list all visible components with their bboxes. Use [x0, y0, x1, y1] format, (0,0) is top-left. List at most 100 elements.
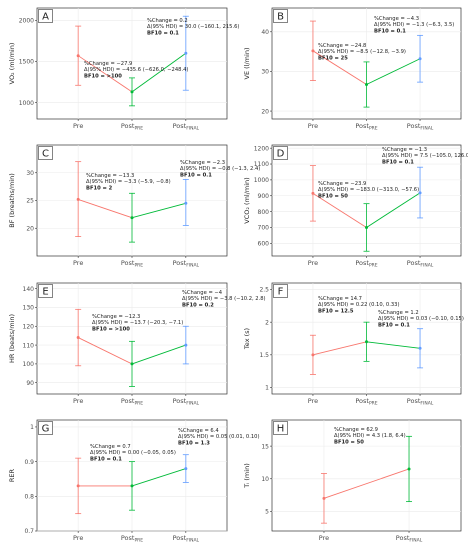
annotation-line: BF10 = 0.1 — [90, 456, 122, 462]
annotation-line: Δ(95% HDI) = −13.7 (−20.3, −7.1) — [92, 320, 183, 326]
annotation-line: BF10 = 0.1 — [374, 28, 406, 34]
annotation-line: Δ(95% HDI) = 0.03 (−0.10, 0.15) — [378, 316, 464, 322]
x-tick-label: PostFINAL — [173, 259, 200, 269]
annotation-line: Δ(95% HDI) = −1.3 (−6.3, 3.5) — [374, 22, 454, 28]
annotation-line: %Change = 1.2 — [378, 310, 419, 316]
y-tick-label: 1000 — [254, 177, 269, 184]
annotation-line: BF10 = 12.5 — [318, 308, 354, 314]
data-point — [311, 49, 315, 53]
x-tick-label: PostFINAL — [173, 122, 200, 132]
data-point — [76, 336, 80, 340]
panel-label: A — [42, 12, 49, 23]
panel-g: 0.7 0.8 0.9 1 Pre PostPRE PostFINAL G RER %Change… — [8, 419, 260, 544]
y-axis-label: VCO₂ (ml/min) — [243, 177, 251, 223]
y-tick-label: 20 — [26, 225, 34, 232]
y-tick-label: 1 — [30, 424, 34, 431]
panel-label-box — [38, 9, 53, 23]
y-tick-label: 2 — [265, 319, 269, 326]
annotation-line: BF10 = 0.1 — [378, 322, 410, 328]
y-axis-label: Tₗ (min) — [243, 463, 251, 488]
x-tick-label: PostFINAL — [407, 397, 434, 407]
annotation-line: %Change = −2.3 — [180, 160, 225, 166]
panel-label-box — [273, 421, 288, 435]
y-tick-label: 2.5 — [259, 287, 269, 294]
panel-label-box — [273, 146, 288, 160]
annotation-line: Δ(95% HDI) = −3.8 (−10.2, 2.8) — [182, 296, 266, 302]
series-line-segment — [323, 468, 410, 499]
y-axis-label: RER — [8, 468, 16, 482]
panel-c: 20 25 30 Pre PostPRE PostFINAL C BF (breaths/mi… — [8, 144, 260, 269]
y-tick-label: 1500 — [19, 59, 34, 66]
x-tick-label: PostFINAL — [173, 534, 200, 544]
series-line-segment — [131, 52, 187, 93]
y-axis-label: VO₂ (ml/min) — [8, 43, 16, 85]
y-tick-label: 1.5 — [259, 352, 269, 359]
y-tick-label: 90 — [26, 380, 34, 387]
annotation-line: Δ(95% HDI) = −435.6 (−626.0, −248.4) — [84, 67, 188, 73]
annotation-line: BF10 = 0.1 — [382, 159, 414, 165]
data-point — [130, 90, 134, 94]
panel-d: 600 700 800 900 1000 1100 1200 Pre PostPRE PostFI… — [243, 144, 468, 269]
y-tick-label: 0.8 — [24, 494, 34, 501]
x-tick-label: Pre — [308, 122, 318, 130]
y-tick-label: 0.7 — [24, 528, 34, 535]
data-point — [184, 467, 188, 471]
annotation-line: BF10 = 0.2 — [182, 302, 214, 308]
panel-label: B — [277, 12, 284, 23]
annotation-line: %Change = −1.3 — [382, 147, 427, 153]
y-tick-label: 30 — [26, 170, 34, 177]
x-tick-label: PostPRE — [121, 259, 143, 269]
panel-label: G — [42, 424, 50, 435]
data-point — [130, 362, 134, 366]
x-tick-label: PostFINAL — [396, 534, 423, 544]
y-axis-label: VE (l/min) — [243, 48, 251, 80]
x-tick-label: Pre — [73, 397, 83, 405]
data-point — [184, 343, 188, 347]
y-tick-label: 600 — [258, 241, 270, 248]
annotation-line: %Change = −4 — [182, 290, 223, 296]
annotation-line: Δ(95% HDI) = −8.5 (−12.8, −3.9) — [318, 49, 406, 55]
panel-label: H — [277, 424, 285, 435]
y-tick-label: 30 — [261, 69, 269, 76]
data-point — [130, 216, 134, 220]
y-tick-label: 5 — [265, 509, 269, 516]
series-line-segment — [131, 202, 186, 219]
y-axis-label: Tex (s) — [243, 328, 251, 350]
annotation-line: %Change = 62.9 — [334, 427, 378, 433]
panel-label-box — [38, 284, 53, 298]
data-point — [365, 340, 368, 344]
x-tick-label: PostPRE — [121, 122, 143, 132]
data-point — [311, 191, 315, 195]
panel-label-box — [273, 9, 288, 23]
annotation-line: %Change = −13.3 — [86, 173, 134, 179]
annotation-line: Δ(95% HDI) = 30.0 (−160.1, 215.6) — [147, 24, 239, 30]
x-tick-label: PostFINAL — [407, 259, 434, 269]
annotation-line: BF10 = 1.3 — [178, 440, 210, 446]
x-tick-label: PostPRE — [121, 397, 143, 407]
annotation-line: %Change = −27.9 — [84, 61, 132, 67]
annotation-line: %Change = 0.7 — [90, 444, 131, 450]
data-point — [418, 191, 422, 195]
y-tick-label: 1200 — [254, 145, 269, 152]
y-tick-label: 25 — [26, 198, 34, 205]
annotation-line: Δ(95% HDI) = 4.3 (1.8, 6.4) — [334, 433, 406, 439]
annotation-line: Δ(95% HDI) = −0.8 (−1.3, 2.4) — [180, 166, 260, 172]
data-point — [365, 83, 368, 87]
annotation-line: BF10 = 2 — [86, 185, 113, 191]
y-axis-label: HR (beats/min) — [8, 314, 16, 363]
y-tick-label: 40 — [261, 29, 269, 36]
x-tick-label: Pre — [73, 259, 83, 267]
annotation-line: Δ(95% HDI) = 0.22 (0.10, 0.33) — [318, 302, 400, 308]
series-line-segment — [312, 341, 367, 356]
data-point — [76, 54, 80, 58]
series-line-segment — [312, 192, 367, 228]
annotation-line: %Change = −4.3 — [374, 16, 419, 22]
y-tick-label: 20 — [261, 108, 269, 115]
x-tick-label: Pre — [319, 534, 329, 542]
y-tick-label: 2000 — [19, 18, 34, 25]
annotation-line: BF10 = 0.1 — [180, 172, 212, 178]
y-tick-label: 130 — [23, 305, 35, 312]
y-tick-label: 15 — [261, 443, 269, 450]
series-line-segment — [77, 337, 133, 365]
data-point — [76, 197, 80, 201]
